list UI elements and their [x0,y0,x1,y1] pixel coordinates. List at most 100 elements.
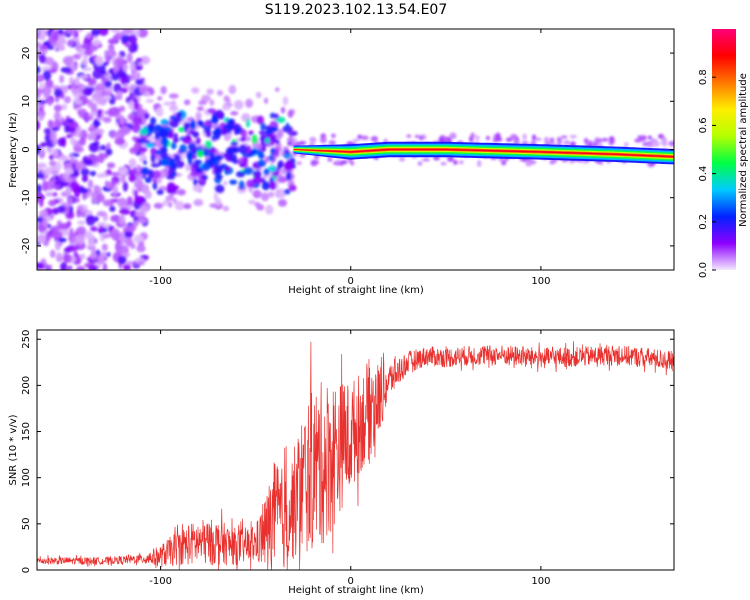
spectrogram-y-tick-label: 10 [21,95,32,108]
spectrogram-cell [99,144,107,151]
snr-series-line [37,341,674,570]
spectrogram-cell [256,115,265,125]
spectrogram-cell [91,93,102,102]
spectrogram-cell [37,172,45,179]
spectrogram-cell [660,139,668,147]
spectrogram-cell [270,147,276,156]
spectrogram-cell [115,90,123,98]
spectrogram-cell [264,156,270,163]
spectrogram-cell [214,154,224,161]
spectrogram-cell [99,251,108,258]
spectrogram-cell [476,160,482,168]
spectrogram-cell [264,97,269,104]
spectrogram-cell [141,232,148,238]
spectrogram-cell [133,179,144,190]
spectrogram-cell [40,142,47,148]
spectrogram-cell [90,247,97,259]
spectrogram-cell [42,69,52,81]
spectrogram-cell [238,144,248,155]
spectrogram-cell [417,161,423,166]
spectrogram-cell [55,44,66,52]
spectrogram-cell [371,136,379,142]
spectrogram-cell [48,68,57,74]
spectrogram-cell [92,120,101,127]
spectrogram-cell [124,231,133,238]
spectrogram-cell [198,100,208,106]
spectrogram-cell [133,189,138,199]
snr-y-tick-label: 200 [21,376,32,395]
spectrogram-cell [125,225,137,232]
spectrogram-cell [101,70,107,75]
spectrogram-cell [68,265,73,270]
spectrogram-cell [246,179,255,188]
spectrogram-cell [81,43,92,50]
spectrogram-cell [136,218,147,224]
spectrogram-cell [51,170,59,175]
spectrogram-cell [129,92,134,98]
spectrogram-cell [79,74,89,80]
spectrogram-cell [150,117,157,126]
spectrogram-cell [225,123,235,130]
spectrogram-cell [239,162,244,168]
spectrogram-cell [60,66,72,73]
spectrogram-cell [60,261,68,270]
spectrogram-cell [230,111,239,116]
spectrogram-cell [72,53,82,60]
spectrogram-cell [98,29,109,36]
spectrogram-cell [110,214,122,223]
spectrogram-cell [223,152,233,159]
spectrogram-cell [57,29,64,35]
spectrogram-cell [39,32,46,42]
snr-y-tick-label: 150 [21,422,32,441]
spectrogram-cell [110,29,121,33]
spectrogram-cell [134,195,145,204]
spectrogram-cell [193,159,203,165]
spectrogram-cell [268,165,277,173]
spectrogram-cell [109,130,116,139]
spectrogram-cell [207,108,217,114]
spectrogram-cell [37,234,46,242]
spectrogram-cell [623,141,629,147]
colorbar-ticks: 0.0 0.2 0.4 0.6 0.8 [698,69,716,278]
spectrogram-cell [129,61,136,72]
spectrogram-cell [64,168,74,175]
spectrogram-cell [652,140,660,148]
spectrogram-y-tick-label: -10 [21,190,32,206]
spectrogram-cell [139,147,148,152]
spectrogram-cell [69,227,74,239]
spectrogram-cell [269,126,279,132]
spectrogram-cell [67,196,74,205]
spectrogram-ridge-layer [293,148,674,159]
spectrogram-cell [138,260,145,266]
spectrogram-cell [88,264,99,270]
spectrogram-cell [169,104,179,112]
spectrogram-cell [642,141,648,147]
spectrogram-cell [256,204,265,211]
spectrogram-cell [112,185,118,196]
spectrogram-cell [252,175,263,184]
spectrogram-cell [131,124,141,133]
spectrogram-cell [74,40,81,52]
spectrogram-cell [248,130,254,136]
spectrogram-cell [129,83,138,90]
spectrogram-cell [73,146,81,152]
spectrogram-cell [549,137,555,144]
spectrogram-cell [102,61,109,66]
spectrogram-cell [88,111,98,117]
spectrogram-cell [535,137,542,142]
spectrogram-cell [51,126,60,132]
spectrogram-cell [153,202,163,209]
spectrogram-cell [232,146,240,154]
spectrogram-cell [78,112,87,118]
spectrogram-cell [122,181,128,192]
spectrogram-cell [196,149,204,158]
spectrogram-cell [250,149,258,155]
spectrogram-cell [85,215,96,226]
spectrogram-ridge-layer [293,148,674,158]
spectrogram-cell [191,146,198,155]
spectrogram-cell [127,204,133,210]
spectrogram-cell [563,140,571,146]
spectrogram-cell [93,184,100,191]
spectrogram-cell [485,135,490,141]
